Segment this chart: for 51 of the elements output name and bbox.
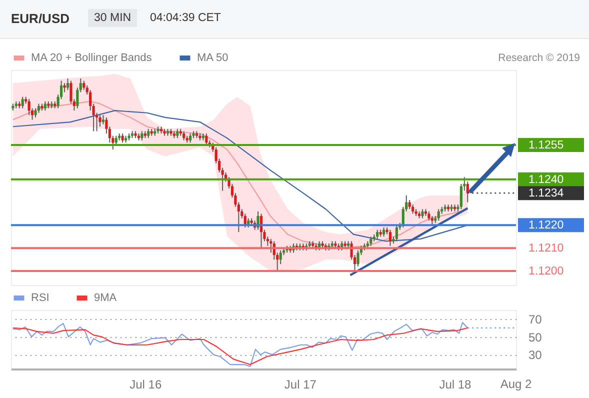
candlestick: [66, 78, 70, 90]
candlestick: [388, 229, 392, 246]
candlestick: [189, 132, 192, 144]
chart-title: EUR/USD: [11, 11, 70, 26]
candlestick: [421, 208, 424, 219]
candlestick: [28, 98, 30, 116]
candlestick: [382, 226, 386, 238]
candlestick: [37, 103, 40, 114]
text: Research © 2019: [498, 52, 580, 64]
y-tick-label: 70: [528, 312, 542, 326]
candlestick: [376, 229, 379, 240]
candlestick: [102, 114, 105, 125]
candlestick: [395, 224, 398, 242]
line-series: [12, 327, 468, 366]
candlestick: [82, 80, 86, 90]
candlestick: [98, 114, 102, 128]
candlestick: [121, 132, 124, 144]
candlestick: [44, 100, 46, 112]
candlestick: [428, 210, 430, 222]
text: 04:04:39 CET: [150, 12, 221, 24]
legend-label: MA 50: [197, 52, 228, 64]
candlestick: [114, 135, 118, 146]
x-tick-label: Jul 18: [439, 378, 472, 392]
legend-label: RSI: [31, 292, 50, 304]
text: Aug 2: [500, 377, 532, 391]
candlestick: [147, 128, 150, 139]
x-tick-label: Jul 17: [284, 378, 317, 392]
y-tick-label: 1.1255: [528, 139, 564, 152]
y-tick-label: 1.1240: [528, 174, 564, 186]
chart-subtitle: 30 MIN: [88, 9, 138, 27]
candlestick: [176, 128, 179, 139]
candlestick: [412, 204, 414, 214]
y-tick-label: 1.1210: [528, 242, 564, 255]
candlestick: [21, 96, 24, 109]
candlestick: [63, 82, 66, 93]
y-tick-label: 1.1234: [528, 188, 564, 200]
x-tick-label: Jul 16: [130, 378, 162, 392]
candlestick: [370, 236, 372, 246]
candlestick: [34, 108, 37, 118]
legend-label: MA 20 + Bollinger Bands: [31, 52, 152, 64]
candlestick: [182, 130, 186, 141]
candlestick: [466, 181, 469, 203]
y-tick-label: 30: [528, 348, 542, 362]
candlestick: [140, 130, 144, 141]
y-tick-label: 1.1200: [528, 266, 564, 278]
y-tick-label: 1.1220: [528, 220, 564, 232]
legend-label: 9MA: [94, 292, 118, 304]
candlestick: [205, 132, 208, 146]
candlestick: [437, 208, 440, 222]
y-tick-label: 50: [528, 330, 542, 344]
candlestick: [408, 199, 411, 210]
